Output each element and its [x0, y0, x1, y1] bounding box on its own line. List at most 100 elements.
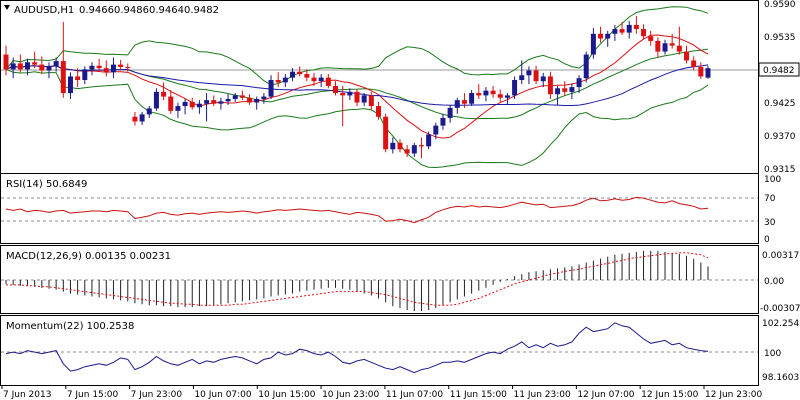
candle-body — [540, 76, 546, 82]
candle-body — [397, 142, 403, 150]
candle-body — [96, 65, 102, 69]
candle-body — [204, 100, 210, 104]
time-tick-label: 12 Jun 23:00 — [705, 390, 762, 400]
momentum-tick: 98.1603 — [762, 373, 799, 383]
candle-body — [232, 95, 238, 99]
time-tick-label: 12 Jun 15:00 — [641, 390, 698, 400]
candle-body — [354, 91, 360, 103]
rsi-tick: 100 — [764, 175, 781, 185]
candle-body — [562, 88, 568, 92]
candle-body — [619, 29, 625, 33]
time-tick-label: 7 Jun 2013 — [3, 390, 51, 400]
price-tick: 0.9370 — [764, 132, 796, 142]
candle-body — [390, 142, 396, 150]
momentum-tick: 102.2542 — [762, 319, 800, 329]
candle-body — [454, 100, 460, 108]
rsi-label: RSI(14) 50.6849 — [6, 179, 87, 190]
candle-body — [504, 95, 510, 98]
candle-body — [469, 93, 475, 104]
candle-body — [605, 33, 611, 39]
candle-body — [275, 80, 281, 83]
candle-body — [583, 54, 589, 79]
bollinger-upper-line — [5, 6, 709, 86]
candle-body — [10, 63, 16, 70]
macd-axis: 0.00317 0.00 -0.00307 — [760, 251, 800, 314]
ohlc-open: 0.9466 — [79, 5, 114, 16]
macd-tick: 0.00317 — [762, 251, 799, 261]
candle-body — [641, 29, 647, 37]
candle-body — [383, 116, 389, 150]
moving-averages — [5, 34, 709, 139]
candle-body — [483, 90, 489, 96]
momentum-axis: 102.2542 100 98.1603 — [762, 319, 800, 383]
candle-body — [476, 93, 482, 96]
last-price-label: 0.9482 — [763, 66, 795, 76]
candle-body — [368, 95, 374, 107]
candle-body — [418, 145, 424, 147]
candle-body — [254, 98, 260, 103]
candle-body — [168, 96, 174, 111]
candle-body — [691, 60, 697, 67]
indicator-level-lines — [1, 69, 758, 353]
time-axis: 7 Jun 2013 7 Jun 15:00 7 Jun 23:00 10 Jun 0… — [1, 386, 762, 400]
candle-body — [662, 43, 668, 52]
momentum-tick: 100 — [764, 349, 781, 359]
symbol-label: AUDUSD,H1 — [14, 5, 74, 16]
bollinger-bands — [5, 6, 709, 169]
macd-tick: 0.00 — [764, 277, 784, 287]
time-tick-label: 7 Jun 15:00 — [67, 390, 119, 400]
bollinger-lower-line — [5, 68, 709, 169]
candle-body — [404, 149, 410, 154]
momentum-series — [5, 322, 709, 374]
candle-body — [626, 24, 632, 33]
candle-body — [526, 70, 532, 76]
candle-body — [82, 69, 88, 81]
rsi-tick: 30 — [764, 218, 776, 228]
candle-body — [333, 85, 339, 94]
dropdown-triangle-icon[interactable] — [4, 5, 10, 10]
macd-tick: -0.00307 — [760, 304, 800, 314]
candle-body — [519, 75, 525, 81]
candle-body — [447, 107, 453, 118]
price-pane — [0, 0, 759, 174]
candle-body — [590, 33, 596, 55]
price-tick: 0.9425 — [764, 99, 796, 109]
rsi-tick: 70 — [764, 194, 776, 204]
candle-body — [648, 36, 654, 41]
momentum-pane — [0, 315, 759, 386]
candle-body — [555, 88, 561, 95]
ohlc-close: 0.9482 — [184, 5, 219, 16]
time-tick-label: 11 Jun 07:00 — [386, 390, 443, 400]
candle-body — [361, 95, 367, 103]
bollinger-middle-line — [5, 48, 709, 120]
candle-body — [325, 77, 331, 86]
rsi-line — [5, 196, 709, 224]
candle-body — [705, 68, 711, 78]
rsi-axis: 100 70 30 0 — [764, 175, 781, 245]
candle-body — [612, 29, 618, 34]
candle-body — [125, 66, 131, 68]
candle-body — [3, 54, 9, 70]
candle-body — [153, 91, 159, 109]
candle-body — [24, 62, 30, 70]
rsi-tick: 0 — [764, 235, 770, 245]
macd-pane — [0, 245, 759, 314]
candle-body — [533, 70, 539, 82]
candle-body — [676, 45, 682, 52]
candle-body — [75, 76, 81, 81]
price-axis: 0.9590 0.9535 0.9482 0.9425 0.9370 0.931… — [758, 0, 800, 175]
candle-body — [218, 101, 224, 104]
candle-body — [411, 145, 417, 154]
candle-body — [547, 76, 553, 95]
candle-body — [290, 71, 296, 78]
candle-body — [497, 94, 503, 98]
price-tick: 0.9535 — [764, 33, 796, 43]
time-tick-label: 10 Jun 15:00 — [258, 390, 315, 400]
candle-body — [598, 33, 604, 39]
time-tick-label: 11 Jun 15:00 — [450, 390, 507, 400]
candle-body — [182, 101, 188, 107]
momentum-line — [5, 322, 709, 374]
time-tick-label: 10 Jun 07:00 — [194, 390, 251, 400]
rsi-pane — [0, 173, 759, 244]
rsi-series — [5, 196, 709, 224]
